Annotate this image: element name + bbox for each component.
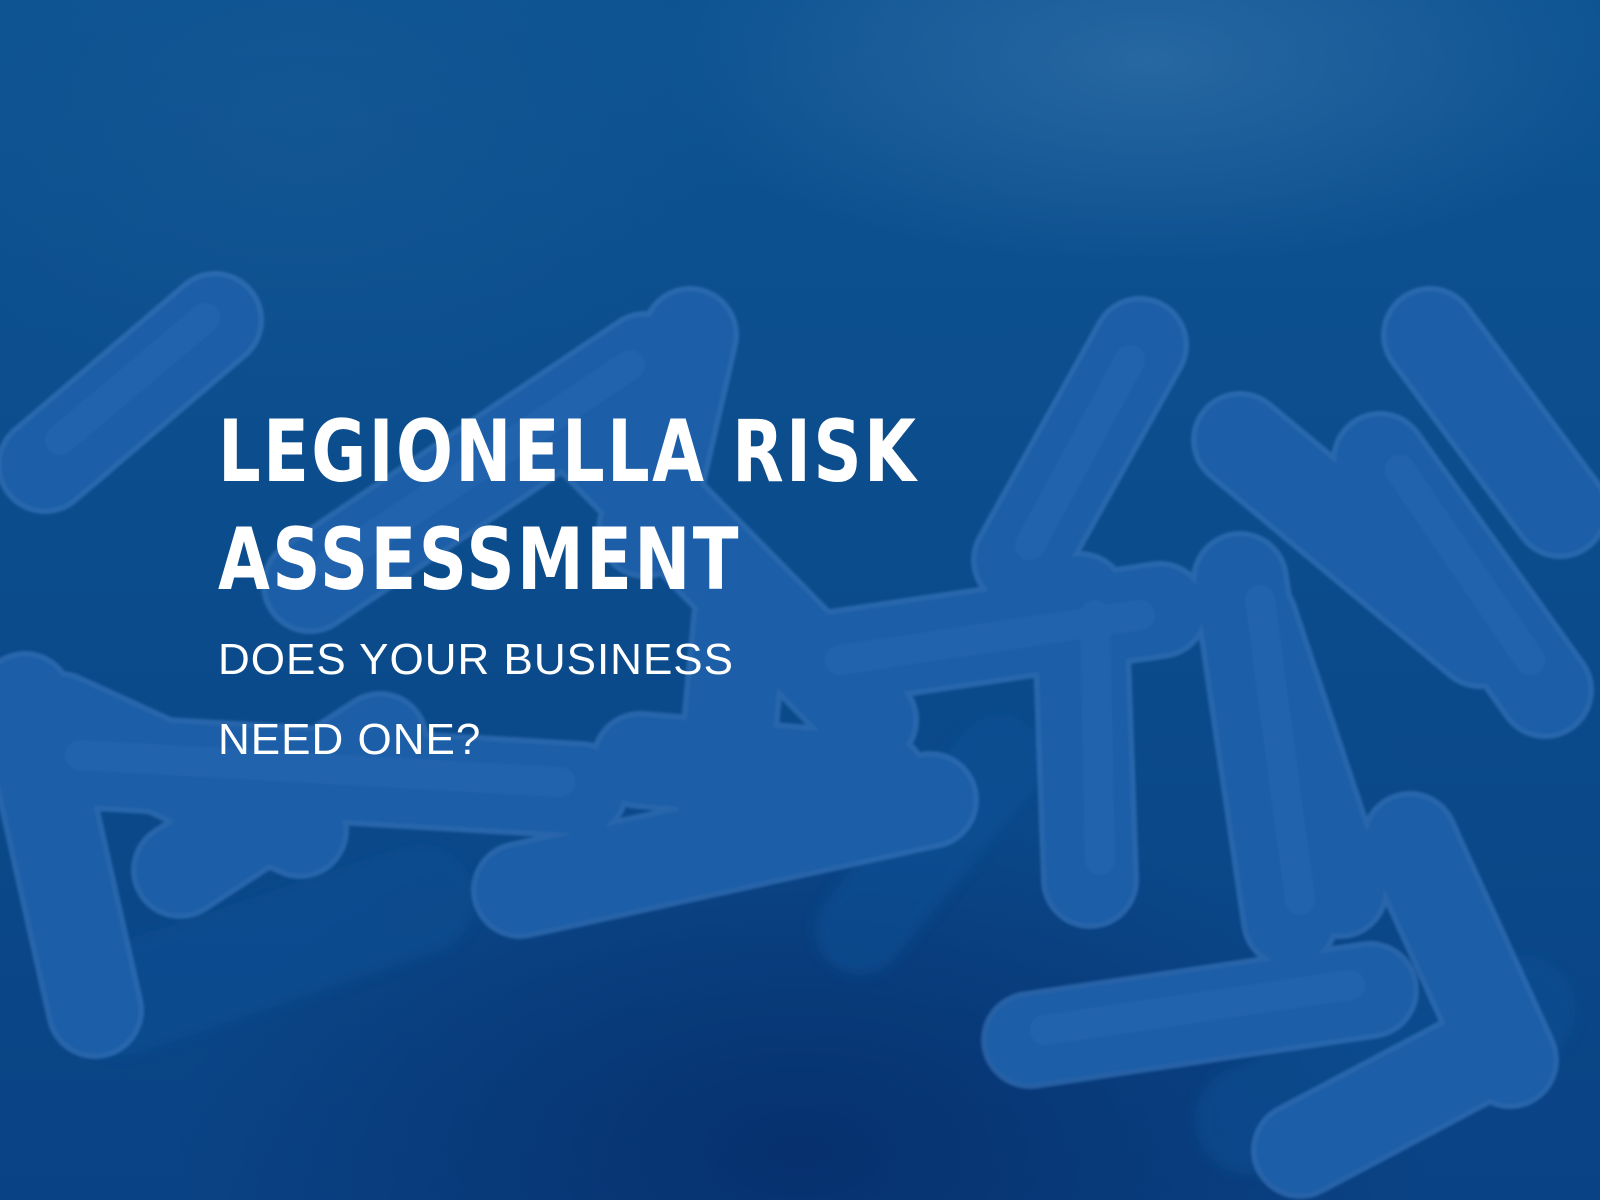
headline: LEGIONELLA RISK ASSESSMENT <box>218 398 920 614</box>
headline-line-2: ASSESSMENT <box>218 510 741 610</box>
subheadline: DOES YOUR BUSINESS NEED ONE? <box>218 620 734 780</box>
headline-line-1: LEGIONELLA RISK <box>218 402 919 502</box>
subheadline-line-2: NEED ONE? <box>218 715 482 764</box>
subheadline-line-1: DOES YOUR BUSINESS <box>218 635 734 684</box>
